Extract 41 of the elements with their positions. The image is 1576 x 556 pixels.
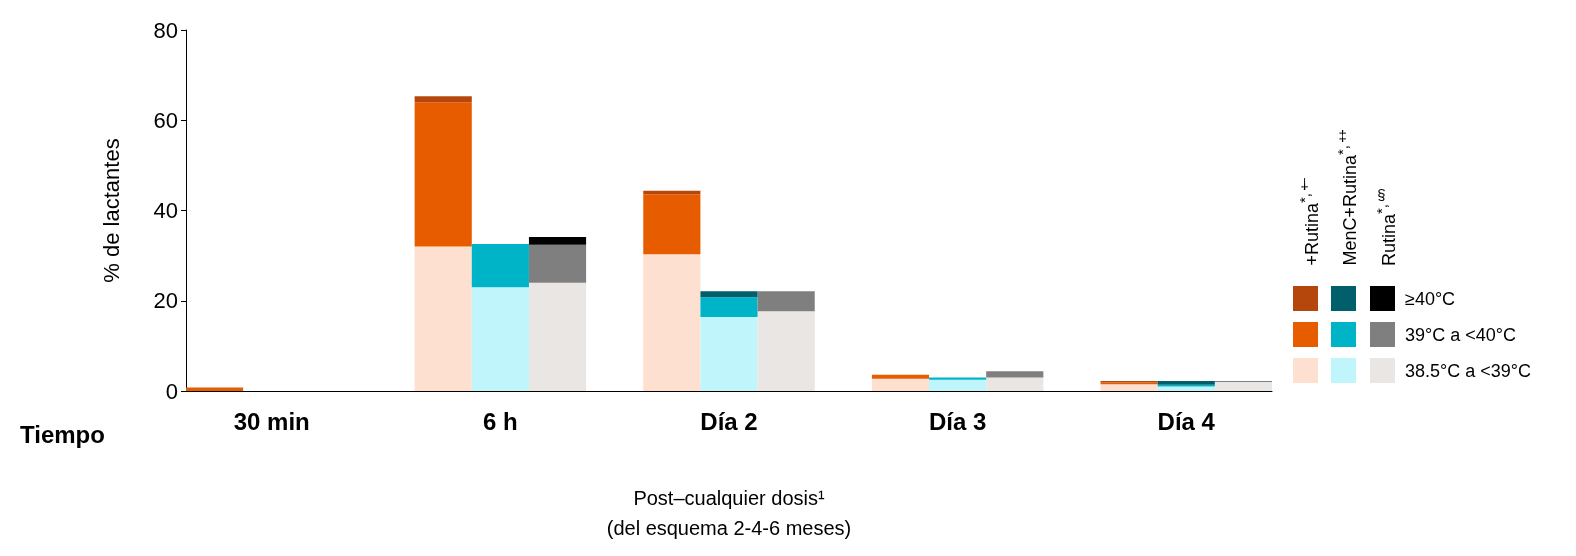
bar [186,387,244,391]
bar [528,244,587,283]
bar [471,243,529,288]
legend-label: 39°C a <40°C [1405,324,1516,346]
x-tick-label: Día 3 [928,407,987,435]
x-axis-title: Post–cualquier dosis¹ (del esquema 2-4-6 meses) [606,487,852,539]
bar [700,317,758,391]
x-tick-label: Día 2 [700,407,758,435]
bar [757,291,815,312]
bar [700,291,758,298]
bar [700,297,758,317]
bar [929,377,987,380]
bar [986,371,1044,378]
x-tick-label: 6 h [483,407,518,435]
y-tick-label: 60 [153,107,178,133]
bar [1214,381,1272,391]
bar [414,246,472,391]
bar [871,378,930,391]
legend-label: ≥40°C [1405,288,1456,310]
bar [929,379,987,391]
bar [643,254,701,391]
x-tick-label: Día 4 [1157,407,1216,435]
y-tick-label: 20 [153,288,178,314]
bar [1100,384,1158,391]
bar [986,377,1044,391]
y-axis-title: % de lactantes [98,138,124,283]
legend-label: 38.5°C a <39°C [1405,360,1531,382]
bar [414,96,472,103]
y-tick-label: 80 [153,17,178,43]
y-tick-label: 0 [165,378,178,404]
x-tick-label: 30 min [233,407,310,435]
text: Tiempo [20,420,105,448]
bar [528,282,587,391]
bar [757,311,815,391]
bar [471,287,529,391]
bar [414,102,472,247]
bar [528,237,587,245]
bar [643,194,701,255]
y-tick-label: 40 [153,198,178,223]
bar [1157,386,1215,391]
bar [871,374,930,379]
